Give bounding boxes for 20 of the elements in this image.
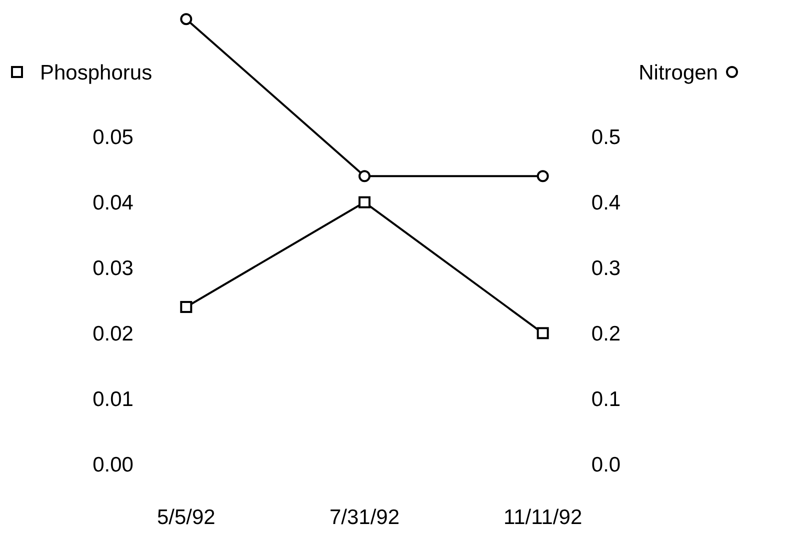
y2-tick-label: 0.4 (591, 192, 621, 215)
y2-axis-title: Nitrogen (638, 61, 718, 84)
x-tick-label: 11/11/92 (504, 506, 582, 529)
y2-tick-label: 0.1 (591, 388, 621, 411)
point (536, 327, 549, 340)
y2-tick-label: 0.0 (591, 453, 621, 476)
x-tick-label: 5/5/92 (156, 506, 216, 529)
point (358, 196, 370, 208)
x-tick-label: 7/31/92 (329, 506, 400, 529)
y-tick-label: 0.02 (92, 322, 134, 346)
y-tick-label: 0.05 (92, 126, 134, 150)
y-tick-label: 0.04 (92, 192, 134, 215)
y-tick-label: 0.03 (92, 257, 134, 280)
y-tick-label: 0.00 (92, 453, 134, 476)
y-tick-label: 0.01 (92, 388, 134, 411)
y2-tick-label: 0.5 (591, 126, 621, 150)
y-axis-title: Phosphorus (40, 61, 152, 84)
y2-tick-label: 0.3 (591, 257, 621, 280)
point (180, 300, 192, 313)
y2-tick-label: 0.2 (591, 322, 621, 346)
